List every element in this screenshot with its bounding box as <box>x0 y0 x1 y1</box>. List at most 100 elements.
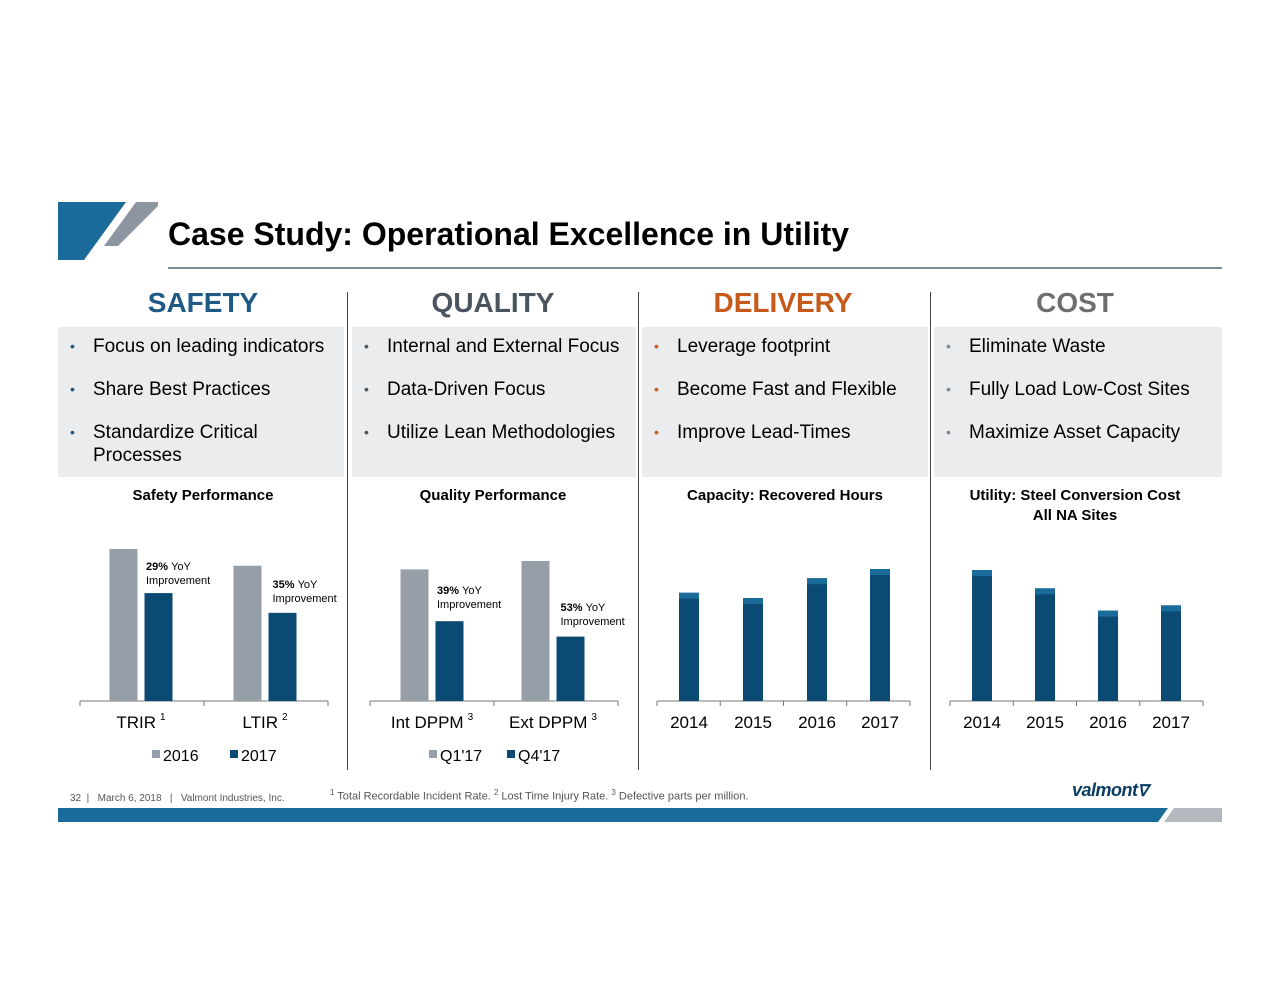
footnote-marker: 3 <box>611 788 616 797</box>
bullet-icon: • <box>946 424 951 440</box>
legend-label: Q1'17 <box>440 748 482 765</box>
annotation-label: 29% YoY <box>146 561 192 573</box>
legend-swatch <box>230 750 238 758</box>
list-item: • Leverage footprint <box>642 335 897 358</box>
legend-label: Q4'17 <box>518 748 560 765</box>
list-item: • Utilize Lean Methodologies <box>352 421 619 444</box>
safety-bullet-list: • Focus on leading indicators • Share Best… <box>58 335 324 487</box>
bullet-text: Become Fast and Flexible <box>677 379 897 400</box>
bullet-text: Internal and External Focus <box>387 336 620 357</box>
bullet-icon: • <box>70 338 75 354</box>
tick-label: Ext DPPM 3 <box>509 712 597 732</box>
cost-chart-subtitle: All NA Sites <box>1032 507 1118 524</box>
quality-heading: QUALITY <box>431 287 555 318</box>
footer-bar <box>58 808 1222 822</box>
list-item: • Eliminate Waste <box>934 335 1190 358</box>
legend-swatch <box>507 750 515 758</box>
bar <box>556 636 585 701</box>
legend-swatch <box>429 750 437 758</box>
annotation-label: 53% YoY <box>561 602 607 614</box>
bar <box>1161 605 1181 701</box>
delivery-heading: DELIVERY <box>713 287 853 318</box>
capacity-chart-title: Capacity: Recovered Hours <box>687 487 883 504</box>
bullet-icon: • <box>364 338 369 354</box>
legend-label: 2016 <box>163 748 199 765</box>
bullet-icon: • <box>70 381 75 397</box>
bar <box>233 565 262 701</box>
bar-cap <box>743 598 763 605</box>
tick-label: TRIR 1 <box>116 712 166 732</box>
bullet-text: Share Best Practices <box>93 379 271 400</box>
list-item: • Improve Lead-Times <box>642 421 897 444</box>
bullet-text: Eliminate Waste <box>969 336 1106 357</box>
legend-swatch <box>152 750 160 758</box>
quality-chart-title: Quality Performance <box>419 487 567 504</box>
tick-label: 2015 <box>734 713 772 732</box>
bar <box>435 621 464 701</box>
bullet-text: Leverage footprint <box>677 336 831 357</box>
slide-logo-mark <box>58 202 158 260</box>
quality-bullets-box: • Internal and External Focus • Data-Drive… <box>352 327 636 477</box>
annotation-label: Improvement <box>146 575 210 587</box>
column-divider <box>930 292 931 770</box>
bullet-icon: • <box>70 424 75 440</box>
list-item: • Become Fast and Flexible <box>642 378 897 401</box>
bullet-text: Fully Load Low-Cost Sites <box>969 379 1190 400</box>
tick-label: 2014 <box>963 713 1001 732</box>
brand-wordmark: valmont <box>1072 780 1138 800</box>
bar-cap <box>1161 605 1181 612</box>
annotation-label: Improvement <box>273 593 337 605</box>
footnote-1: Total Recordable Incident Rate. <box>334 790 494 803</box>
delivery-bullet-list: • Leverage footprint • Become Fast and Fle… <box>642 335 897 464</box>
bullet-text: Improve Lead-Times <box>677 422 851 443</box>
cost-heading: COST <box>1036 287 1114 318</box>
brand-v-icon: ∇ <box>1137 783 1149 800</box>
bullet-icon: • <box>364 381 369 397</box>
safety-bullets-box: • Focus on leading indicators • Share Best… <box>58 327 344 477</box>
page-title: Case Study: Operational Excellence in Ut… <box>168 216 850 252</box>
bar <box>400 569 429 701</box>
bullet-icon: • <box>654 424 659 440</box>
page-number: 32 <box>70 793 82 804</box>
list-item: • Focus on leading indicators <box>58 335 324 358</box>
annotation-label: 39% YoY <box>437 585 483 597</box>
safety-chart-title: Safety Performance <box>132 487 274 504</box>
cost-bullets-box: • Eliminate Waste • Fully Load Low-Cost Si… <box>934 327 1222 477</box>
annotation-label: 35% YoY <box>273 579 319 591</box>
bullet-icon: • <box>654 338 659 354</box>
bullet-icon: • <box>946 338 951 354</box>
annotation-label: Improvement <box>437 599 501 611</box>
list-item: • Share Best Practices <box>58 378 324 401</box>
footnotes: 1 Total Recordable Incident Rate. 2 Lost… <box>330 788 749 803</box>
bar <box>870 569 890 701</box>
tick-label: Int DPPM 3 <box>391 712 474 732</box>
bullet-icon: • <box>654 381 659 397</box>
bullet-text: Focus on leading indicators <box>93 336 325 357</box>
list-item: • Data-Driven Focus <box>352 378 619 401</box>
bullet-text: Utilize Lean Methodologies <box>387 422 616 443</box>
tick-label: 2014 <box>670 713 708 732</box>
bar-cap <box>972 570 992 576</box>
tick-label: 2016 <box>798 713 836 732</box>
tick-label: LTIR 2 <box>242 712 288 732</box>
column-divider <box>347 292 348 770</box>
tick-label: 2017 <box>861 713 899 732</box>
quality-bullet-list: • Internal and External Focus • Data-Drive… <box>352 335 619 464</box>
bar <box>268 612 297 701</box>
bar <box>679 592 699 701</box>
cost-bullet-list: • Eliminate Waste • Fully Load Low-Cost Si… <box>934 335 1190 464</box>
valmont-logo: valmont∇ <box>1072 780 1148 801</box>
safety-heading: SAFETY <box>147 287 259 318</box>
list-item: • Standardize Critical Processes <box>58 421 293 467</box>
bar <box>521 561 550 701</box>
bullet-icon: • <box>364 424 369 440</box>
title-rule <box>168 267 1222 269</box>
bar-cap <box>870 569 890 575</box>
bar-cap <box>679 592 699 599</box>
list-item: • Maximize Asset Capacity <box>934 421 1190 444</box>
footnote-marker: 1 <box>330 788 335 797</box>
bar <box>972 570 992 701</box>
bar-cap <box>1098 610 1118 617</box>
tick-label: 2015 <box>1026 713 1064 732</box>
